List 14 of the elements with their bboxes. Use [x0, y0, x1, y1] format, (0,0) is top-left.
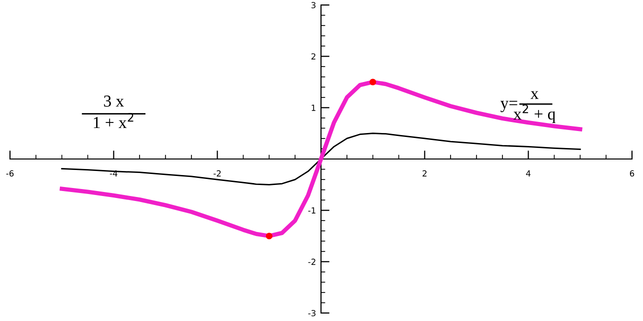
y-tick-label: 1 [312, 104, 316, 111]
annotation: x [530, 91, 539, 99]
x-tick-label: -2 [214, 170, 221, 176]
y-tick-label: -1 [308, 207, 316, 214]
x-tick-label: -6 [6, 170, 14, 177]
y-tick-label: 2 [311, 53, 316, 60]
x-tick-label: 2 [422, 170, 426, 176]
y-tick-label: 3 [311, 2, 316, 8]
x-tick-label: 6 [630, 170, 634, 177]
line-series [60, 80, 582, 238]
annotation: 3 x [104, 96, 124, 107]
x-tick-label: 4 [526, 170, 531, 176]
y-tick-label: -2 [308, 258, 316, 265]
y-tick-label: -3 [308, 310, 316, 316]
